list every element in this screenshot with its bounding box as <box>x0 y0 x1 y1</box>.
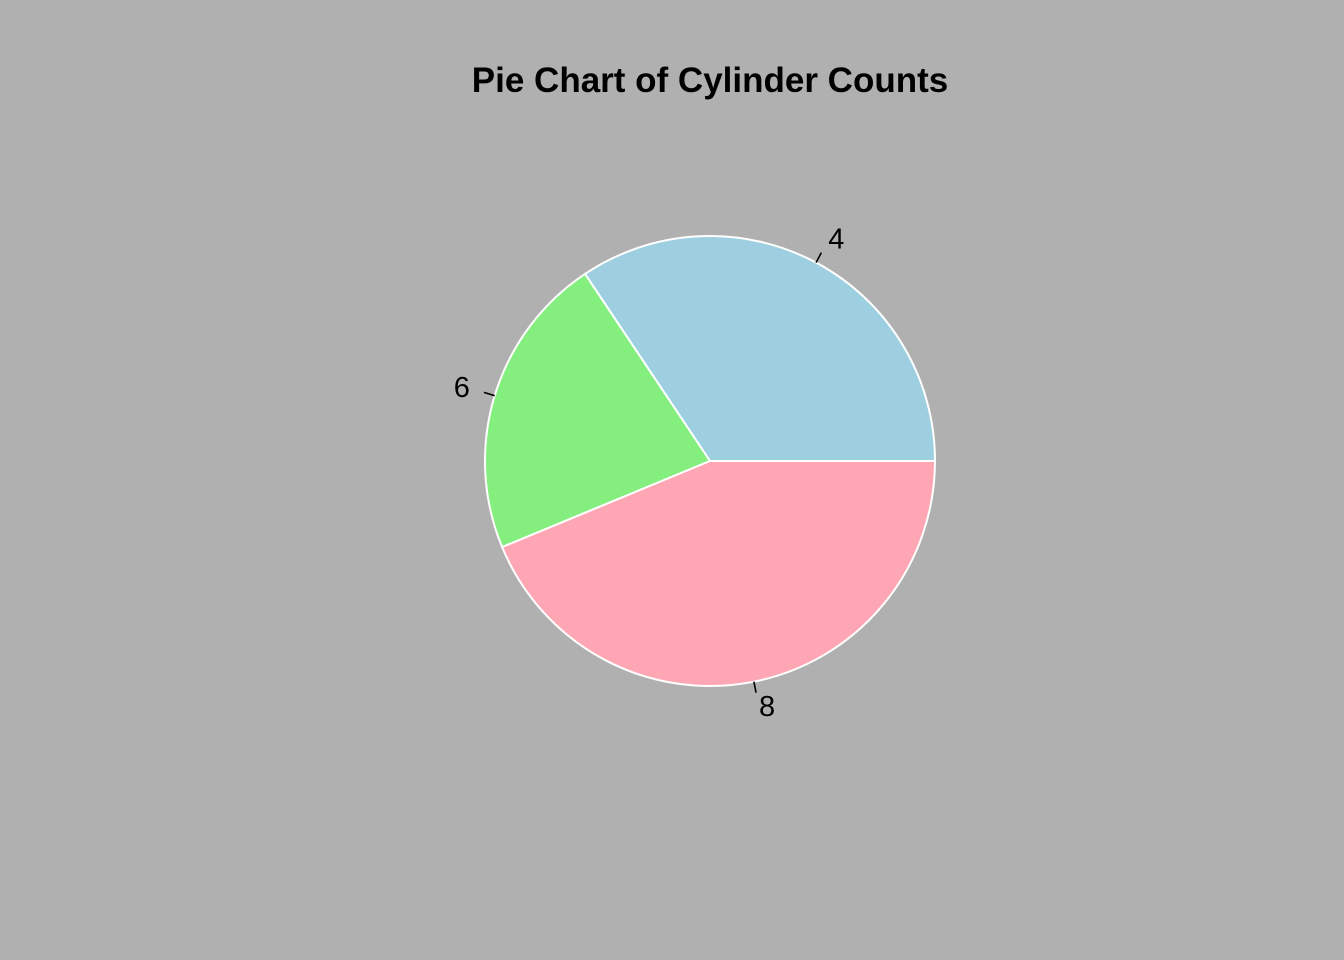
leader-line-4 <box>815 252 823 263</box>
leader-line-8 <box>753 681 757 693</box>
pie-slices <box>484 235 937 687</box>
slice-label-8: 8 <box>759 691 775 723</box>
slice-label-4: 4 <box>828 224 844 256</box>
leader-line-6 <box>483 391 495 397</box>
pie-slice-6 <box>484 272 712 549</box>
slice-label-6: 6 <box>454 372 470 404</box>
slice-labels: 4 6 8 <box>454 224 845 723</box>
label-leader-lines <box>483 252 823 693</box>
chart-title: Pie Chart of Cylinder Counts <box>472 61 948 100</box>
